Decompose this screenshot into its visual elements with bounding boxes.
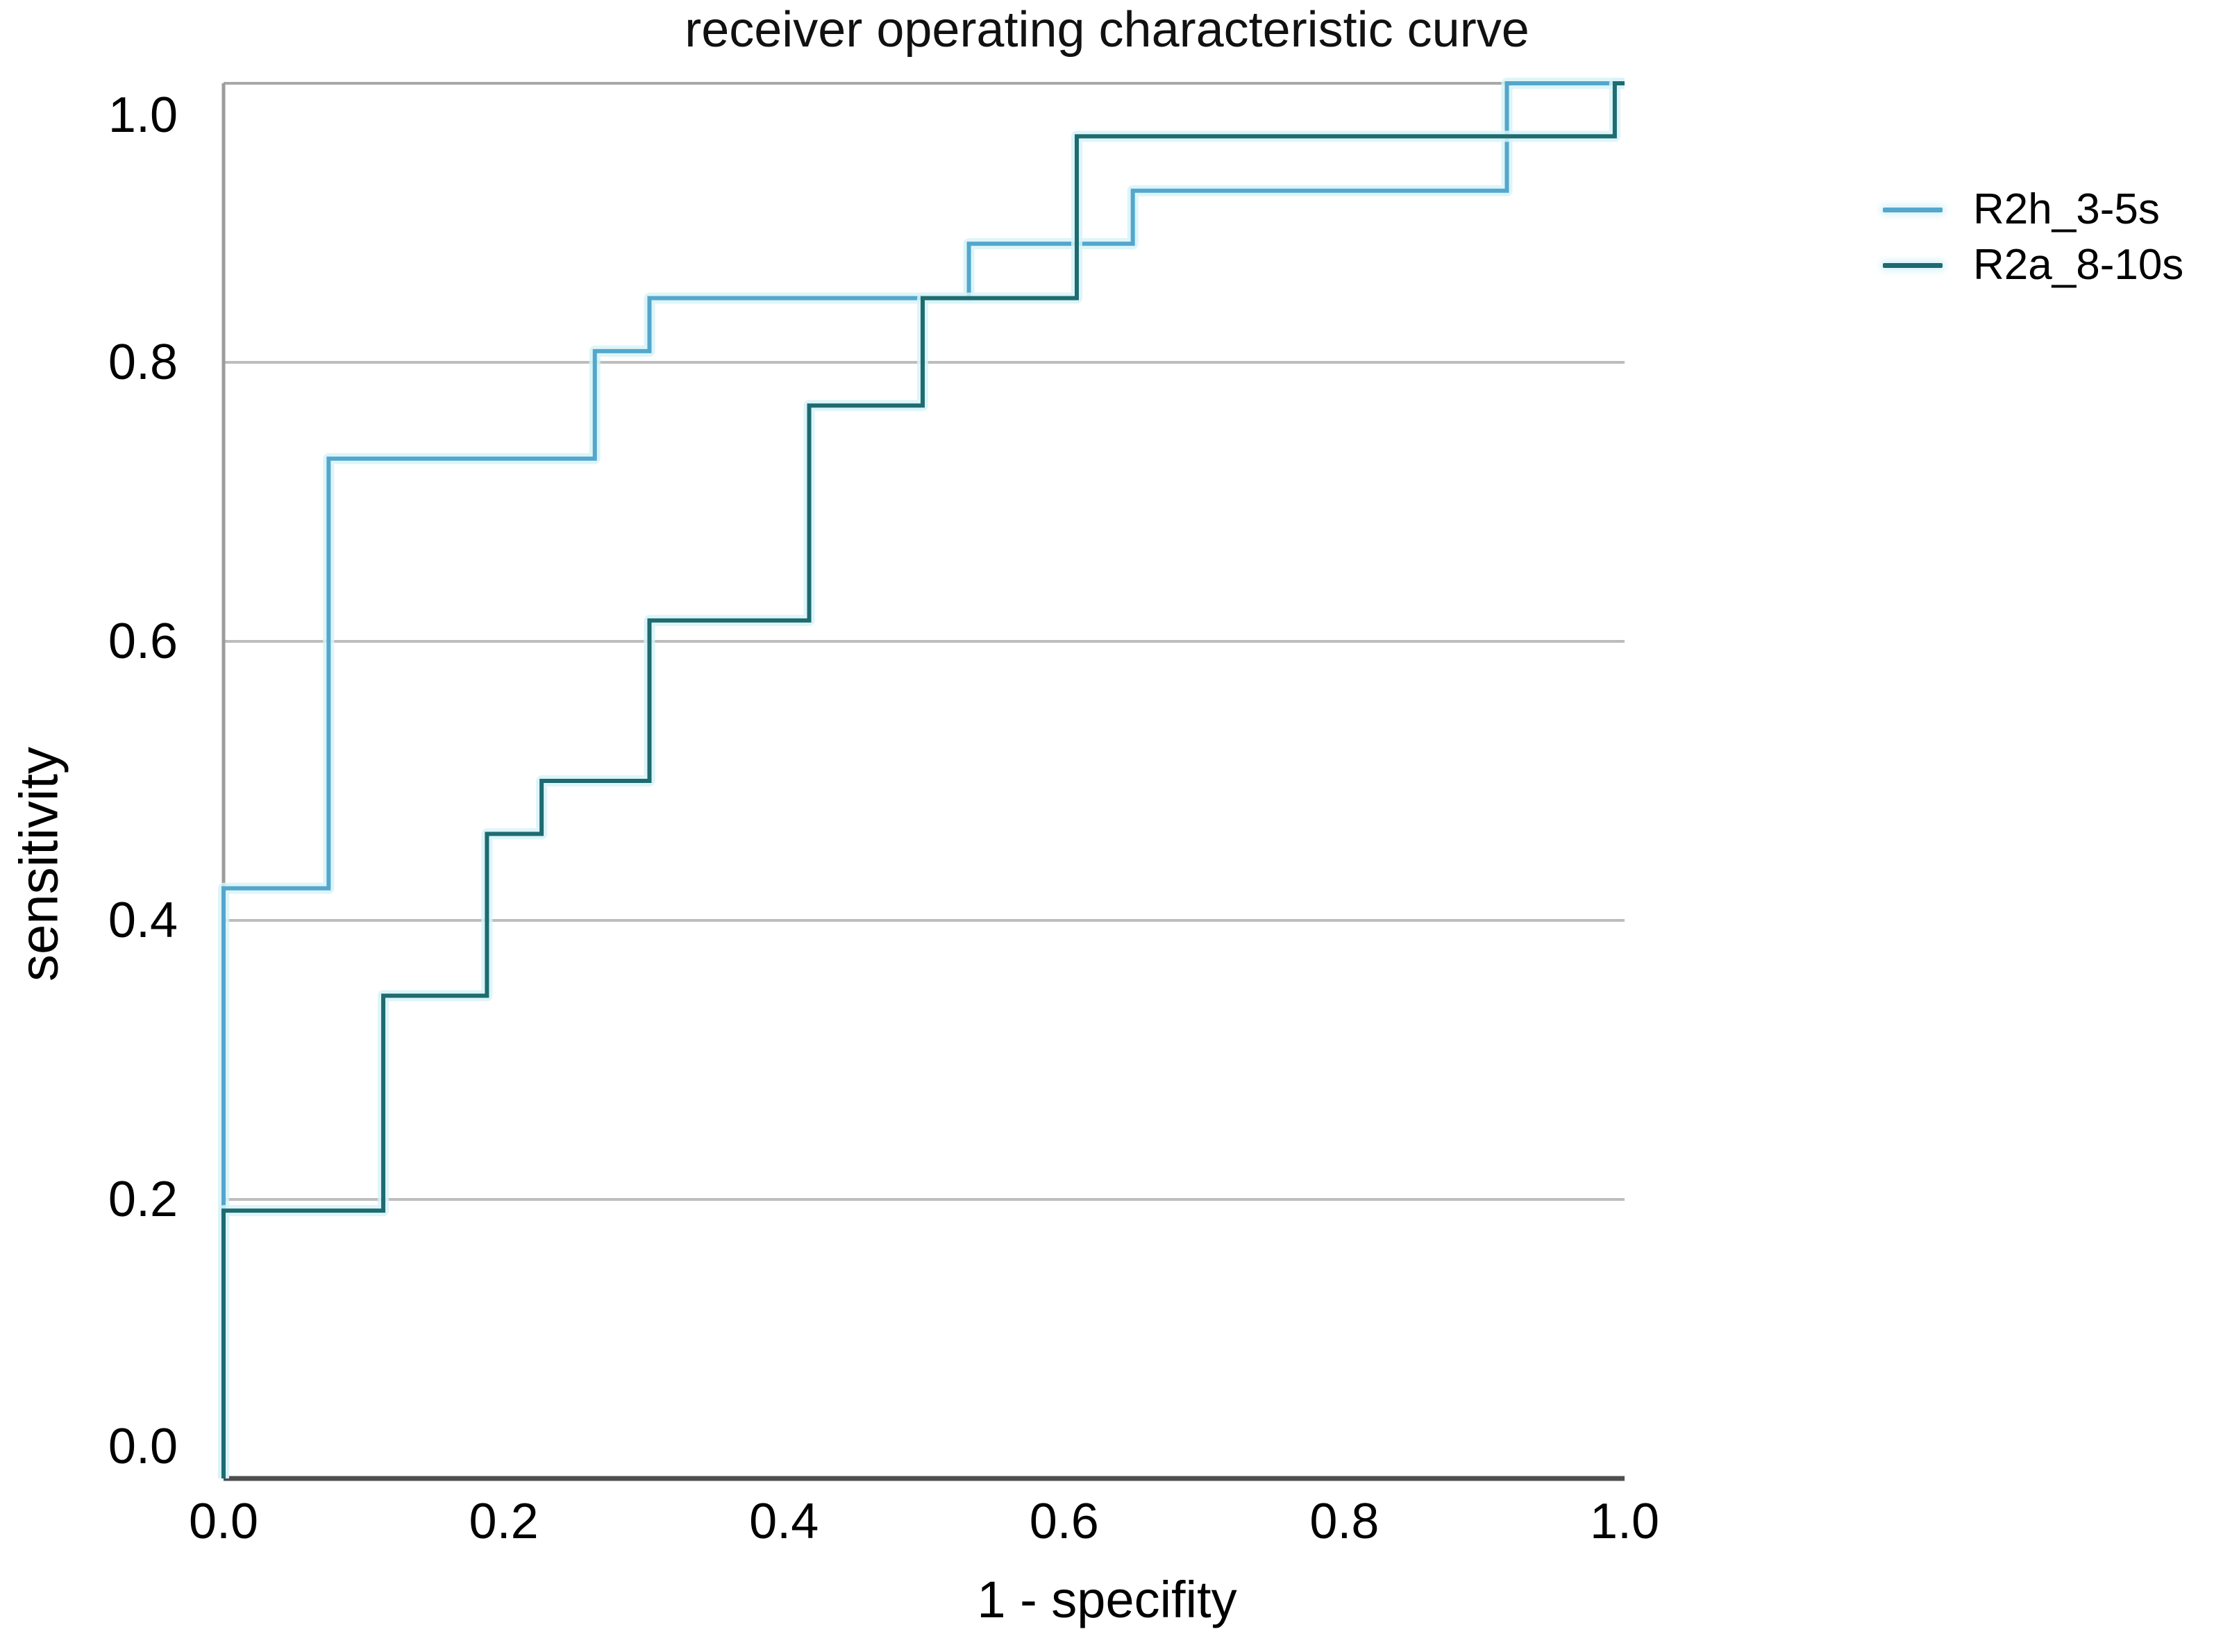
- legend-swatch-r2a: [1883, 262, 1943, 268]
- x-tick-label: 1.0: [1589, 1494, 1660, 1549]
- y-tick-label: 0.2: [108, 1172, 178, 1227]
- series-halo-R2h_3-5s: [224, 83, 1625, 1478]
- plot-area: [224, 83, 1625, 1478]
- x-axis-title: 1 - specifity: [977, 1571, 1237, 1628]
- legend: R2h_3-5s R2a_8-10s: [1883, 182, 2183, 293]
- y-tick-label: 1.0: [108, 87, 178, 143]
- legend-item-r2a: R2a_8-10s: [1883, 237, 2183, 293]
- legend-label-r2h: R2h_3-5s: [1973, 185, 2160, 233]
- y-axis-tick-labels: 0.0 0.2 0.4 0.6 0.8 1.0: [0, 83, 182, 1478]
- series-curve-R2a_8-10s: [224, 83, 1625, 1478]
- x-tick-label: 0.4: [749, 1494, 819, 1549]
- x-tick-label: 0.8: [1309, 1494, 1379, 1549]
- chart-title: receiver operating characteristic curve: [685, 2, 1529, 58]
- x-tick-label: 0.2: [469, 1494, 539, 1549]
- legend-item-r2h: R2h_3-5s: [1883, 182, 2183, 237]
- x-tick-label: 0.0: [188, 1494, 259, 1549]
- x-axis-tick-labels: 0.0 0.2 0.4 0.6 0.8 1.0: [189, 1494, 1659, 1556]
- legend-label-r2a: R2a_8-10s: [1973, 241, 2184, 289]
- y-tick-label: 0.0: [108, 1419, 178, 1474]
- legend-swatch-r2h: [1883, 207, 1943, 212]
- y-tick-label: 0.6: [108, 614, 178, 669]
- series-halo-R2a_8-10s: [224, 83, 1625, 1478]
- y-tick-label: 0.4: [108, 893, 178, 948]
- y-axis-title: sensitivity: [8, 746, 69, 982]
- roc-chart-canvas: [224, 83, 1625, 1478]
- y-tick-label: 0.8: [108, 335, 178, 390]
- x-tick-label: 0.6: [1029, 1494, 1099, 1549]
- series-curve-R2h_3-5s: [224, 83, 1625, 1478]
